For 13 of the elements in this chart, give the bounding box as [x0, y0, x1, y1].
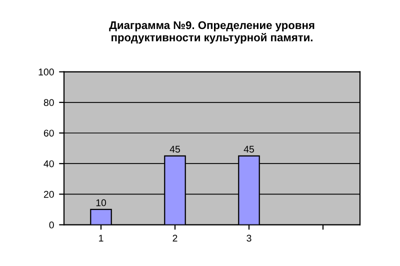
y-tick-label: 40 [44, 160, 54, 168]
data-label: 10 [96, 199, 106, 206]
data-label: 45 [244, 146, 254, 153]
x-tick-label: 2 [172, 234, 178, 242]
y-tick-label: 80 [44, 99, 54, 106]
x-tick-label: 3 [246, 234, 252, 242]
chart-title: Диаграмма №9. Определение уровня продуктивности культурной памяти. [109, 21, 314, 44]
y-tick-label: 60 [44, 130, 54, 137]
y-tick-label: 0 [49, 222, 54, 228]
y-tick-label: 20 [44, 190, 54, 198]
data-label: 45 [170, 146, 180, 153]
x-tick-label: 1 [99, 234, 104, 242]
y-tick-label: 100 [38, 68, 54, 76]
